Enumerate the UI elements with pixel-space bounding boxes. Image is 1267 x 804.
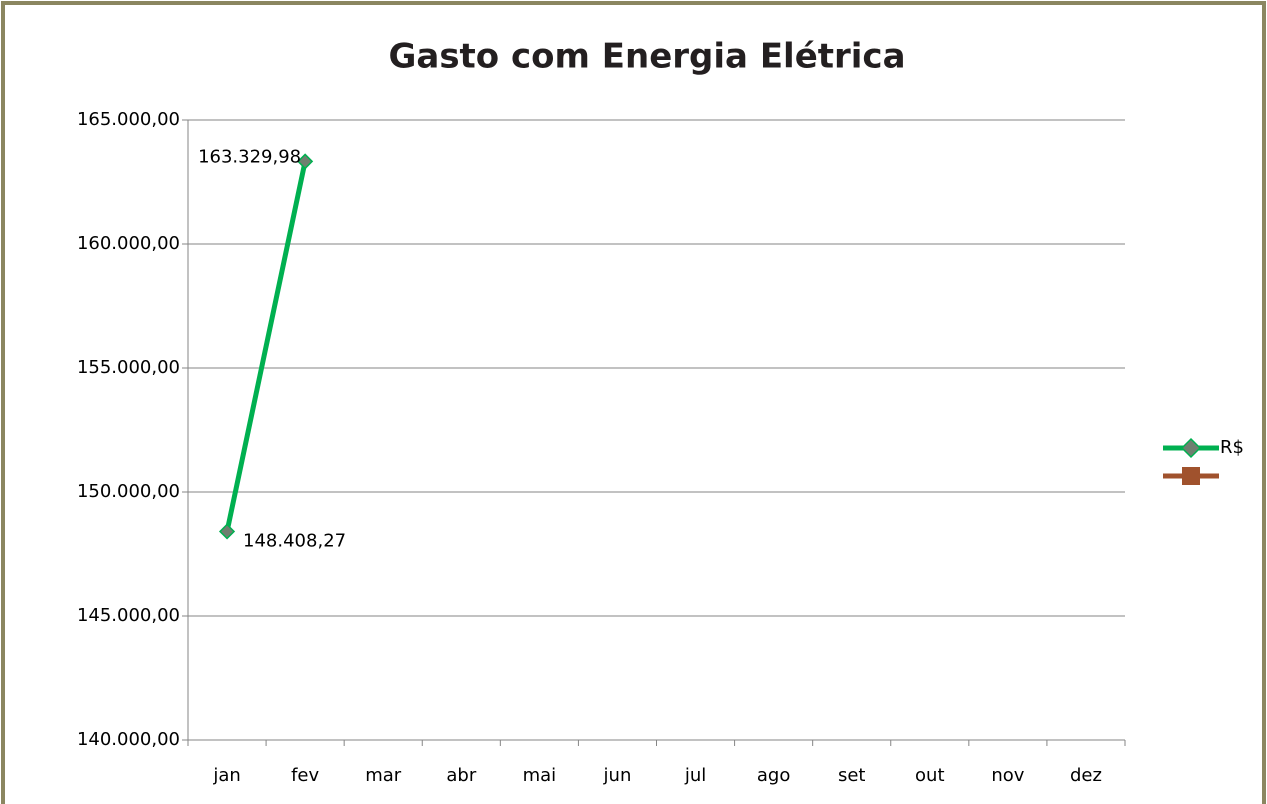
x-tick-label: nov xyxy=(991,765,1024,786)
series-line xyxy=(224,160,308,532)
chart-title: Gasto com Energia Elétrica xyxy=(388,37,905,77)
x-tick-label: set xyxy=(838,765,866,786)
y-tick-label: 165.000,00 xyxy=(77,109,180,130)
y-tick-label: 140.000,00 xyxy=(77,729,180,750)
x-tick-label: abr xyxy=(446,765,476,786)
y-tick-label: 145.000,00 xyxy=(77,605,180,626)
data-label: 148.408,27 xyxy=(243,530,346,551)
x-tick-label: mai xyxy=(523,765,557,786)
legend-label: R$ xyxy=(1220,437,1244,458)
x-tick-label: fev xyxy=(291,765,319,786)
x-tick-label: dez xyxy=(1070,765,1102,786)
x-tick-label: jun xyxy=(603,765,632,786)
data-point xyxy=(297,153,314,170)
x-tick-label: jan xyxy=(212,765,240,786)
legend-marker xyxy=(1180,437,1202,459)
legend-marker xyxy=(1182,467,1200,485)
x-tick-label: jul xyxy=(684,765,706,786)
x-tick-label: mar xyxy=(365,765,402,786)
data-label: 163.329,98 xyxy=(198,146,301,167)
x-tick-label: out xyxy=(915,765,944,786)
data-point xyxy=(218,523,236,540)
x-tick-label: ago xyxy=(757,765,790,786)
y-tick-label: 155.000,00 xyxy=(77,357,180,378)
y-tick-label: 150.000,00 xyxy=(77,481,180,502)
y-tick-label: 160.000,00 xyxy=(77,233,180,254)
